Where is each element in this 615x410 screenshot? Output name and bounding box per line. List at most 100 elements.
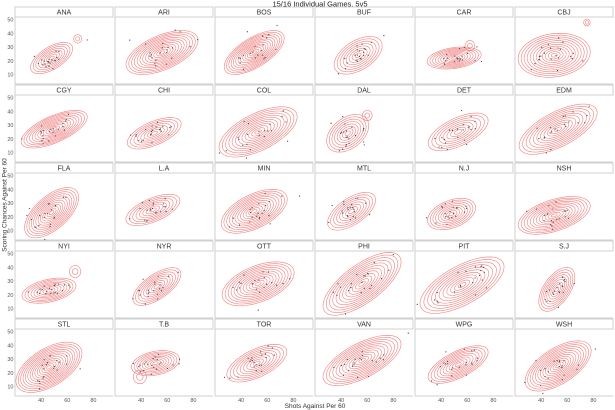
density-contour [132, 267, 182, 306]
game-point [576, 368, 578, 370]
game-point [351, 365, 354, 367]
game-point [39, 288, 41, 290]
game-point [363, 54, 365, 57]
facet-strip [114, 318, 214, 330]
density-contour [333, 36, 383, 75]
game-point [41, 140, 43, 142]
facet-cbj: CBJ [514, 6, 614, 85]
game-point [392, 254, 394, 256]
game-point [584, 122, 586, 124]
density-contour [44, 363, 54, 372]
facet-strip-label: CHI [158, 88, 170, 95]
game-point [150, 209, 152, 211]
game-point [42, 129, 44, 132]
y-tick-label: 10 [7, 72, 13, 78]
game-point [249, 149, 251, 151]
density-contour [529, 110, 587, 148]
game-point [455, 215, 457, 217]
density-contour [135, 199, 171, 220]
game-point [165, 206, 167, 208]
game-point [53, 292, 55, 294]
game-point [154, 283, 156, 285]
x-tick-label: 60 [164, 398, 170, 404]
facet-strip [14, 6, 114, 18]
x-tick-label: 40 [138, 398, 144, 404]
density-contour [246, 356, 268, 370]
game-point [564, 123, 566, 125]
game-point [263, 58, 265, 60]
game-point [239, 62, 241, 64]
y-tick-label: 30 [7, 201, 13, 207]
game-point [382, 359, 385, 361]
x-tick-label: 40 [38, 398, 44, 404]
density-contour [457, 282, 467, 289]
game-point [157, 354, 160, 356]
game-point [21, 138, 23, 140]
density-contour [46, 208, 57, 218]
game-point [142, 278, 144, 280]
density-contour [451, 360, 465, 369]
facet-chi: CHI [114, 84, 214, 163]
density-contour [442, 271, 482, 299]
game-point [446, 223, 448, 225]
game-point [54, 60, 56, 62]
game-point [457, 136, 459, 138]
game-point [466, 143, 468, 146]
density-contour [144, 357, 167, 370]
density-contour [29, 114, 80, 144]
game-point [445, 363, 447, 365]
facet-ana: ANA 10 20 30 40 50 [7, 6, 114, 85]
x-tick-label: 40 [538, 398, 544, 404]
game-point [407, 332, 409, 334]
density-contour [555, 363, 562, 369]
game-point [353, 364, 355, 366]
game-point [246, 133, 248, 135]
density-contour [128, 31, 196, 74]
density-contour [249, 48, 260, 57]
game-point [559, 283, 561, 285]
game-point [171, 57, 173, 59]
game-point [243, 274, 245, 276]
density-contour [537, 350, 579, 382]
game-point [342, 148, 344, 150]
facet-strip-label: PIT [459, 244, 471, 251]
game-point [260, 49, 262, 52]
game-point [267, 345, 269, 347]
game-point [535, 208, 538, 210]
game-point [557, 306, 560, 308]
density-contour [451, 56, 458, 60]
density-contour [358, 358, 366, 363]
game-point [54, 291, 56, 293]
density-contour [550, 124, 566, 135]
game-point [41, 364, 43, 366]
density-contour [152, 361, 159, 365]
density-contour [125, 30, 199, 75]
density-contour [145, 277, 168, 296]
density-contour [46, 365, 52, 370]
y-tick-label: 20 [7, 215, 13, 221]
density-contour [227, 265, 289, 303]
density-contour [156, 48, 168, 57]
game-point [451, 217, 453, 219]
density-contour [335, 343, 389, 378]
density-contour [239, 272, 277, 296]
game-point [431, 380, 433, 382]
game-point [434, 299, 436, 301]
density-contour-secondary [69, 265, 82, 278]
game-point [361, 43, 363, 45]
game-point [361, 355, 364, 357]
facet-tb: T.B 40 60 80 [114, 318, 214, 404]
density-contour [39, 359, 59, 375]
game-point [44, 238, 46, 241]
game-point [481, 265, 483, 267]
density-contour [51, 127, 58, 132]
game-point [171, 208, 173, 210]
game-point [465, 205, 467, 208]
density-contour [430, 347, 486, 382]
game-point [150, 131, 153, 133]
density-contour [233, 348, 281, 379]
game-point [343, 201, 345, 203]
game-point [461, 59, 464, 61]
facet-strip [214, 6, 314, 18]
game-point [473, 349, 475, 351]
